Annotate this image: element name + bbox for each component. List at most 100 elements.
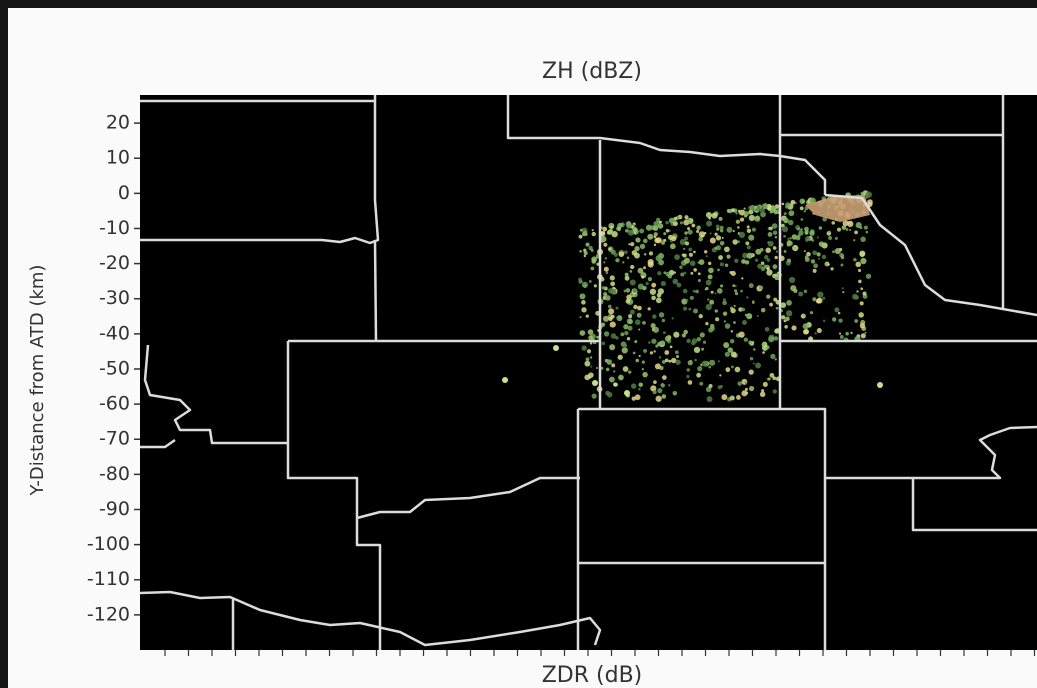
echo: [722, 237, 724, 239]
echo: [615, 258, 619, 262]
echo: [858, 312, 864, 318]
echo: [739, 232, 745, 238]
echo: [774, 210, 778, 214]
echo: [749, 386, 754, 391]
echo: [602, 286, 605, 289]
echo: [589, 280, 592, 283]
echo: [804, 250, 806, 252]
echo: [718, 255, 723, 260]
echo: [668, 360, 671, 363]
echo: [801, 218, 804, 221]
echo: [606, 271, 609, 274]
echo: [664, 350, 669, 355]
echo: [673, 391, 678, 396]
echo: [860, 258, 866, 264]
echo: [592, 229, 594, 231]
echo: [691, 224, 695, 228]
echo: [642, 287, 645, 290]
echo: [592, 393, 597, 398]
echo: [587, 349, 591, 353]
echo: [717, 288, 723, 294]
echo: [630, 310, 635, 315]
echo: [662, 375, 667, 380]
echo: [774, 336, 778, 340]
echo: [657, 388, 662, 393]
echo: [614, 253, 618, 257]
echo: [804, 210, 806, 212]
echo: [786, 310, 792, 316]
echo: [632, 250, 637, 255]
echo: [726, 255, 730, 259]
y-axis-label: Y-Distance from ATD (km): [27, 265, 48, 497]
echo: [651, 323, 656, 328]
echo: [633, 295, 635, 297]
echo: [768, 232, 773, 237]
echo: [642, 372, 648, 378]
echo: [502, 377, 508, 383]
echo: [590, 366, 592, 368]
echo: [688, 229, 693, 234]
echo: [659, 356, 661, 358]
echo: [657, 271, 661, 275]
echo: [640, 244, 645, 249]
echo: [648, 259, 654, 265]
echo: [584, 251, 588, 255]
echo: [831, 221, 835, 225]
echo: [630, 265, 634, 269]
echo: [845, 332, 849, 336]
echo: [805, 255, 808, 258]
echo: [630, 242, 634, 246]
echo: [619, 251, 625, 257]
echo: [582, 282, 588, 288]
echo: [847, 221, 853, 227]
echo: [798, 292, 803, 297]
echo: [654, 232, 658, 236]
echo: [861, 192, 864, 195]
echo: [784, 250, 787, 253]
echo: [737, 381, 741, 385]
echo: [706, 255, 708, 257]
echo: [752, 300, 754, 302]
echo: [733, 230, 735, 232]
echo: [785, 317, 790, 322]
echo: [797, 227, 800, 230]
echo: [656, 218, 660, 222]
echo: [731, 330, 733, 332]
echo: [604, 267, 609, 272]
echo: [610, 226, 612, 228]
echo: [716, 228, 719, 231]
y-tick-label: -10: [99, 217, 130, 239]
echo: [724, 246, 730, 252]
echo: [727, 227, 733, 233]
echo: [714, 292, 716, 294]
echo: [862, 292, 866, 296]
echo: [665, 359, 669, 363]
echo: [768, 336, 774, 342]
echo: [654, 244, 656, 246]
echo: [786, 300, 792, 306]
echo: [754, 206, 757, 209]
echo: [582, 345, 587, 350]
echo: [687, 218, 693, 224]
echo: [553, 345, 559, 351]
echo: [680, 272, 684, 276]
echo: [861, 333, 866, 338]
echo: [605, 391, 610, 396]
echo: [804, 329, 809, 334]
echo: [860, 237, 866, 243]
echo: [634, 340, 637, 343]
echo: [606, 359, 612, 365]
echo: [701, 235, 704, 238]
echo: [721, 394, 727, 400]
echo: [774, 329, 779, 334]
echo: [743, 208, 745, 210]
echo: [715, 309, 718, 312]
echo: [592, 232, 596, 236]
echo: [604, 331, 609, 336]
echo: [693, 251, 696, 254]
echo: [616, 317, 618, 319]
echo: [776, 307, 779, 310]
echo: [650, 289, 656, 295]
echo: [638, 268, 644, 274]
echo: [693, 309, 698, 314]
